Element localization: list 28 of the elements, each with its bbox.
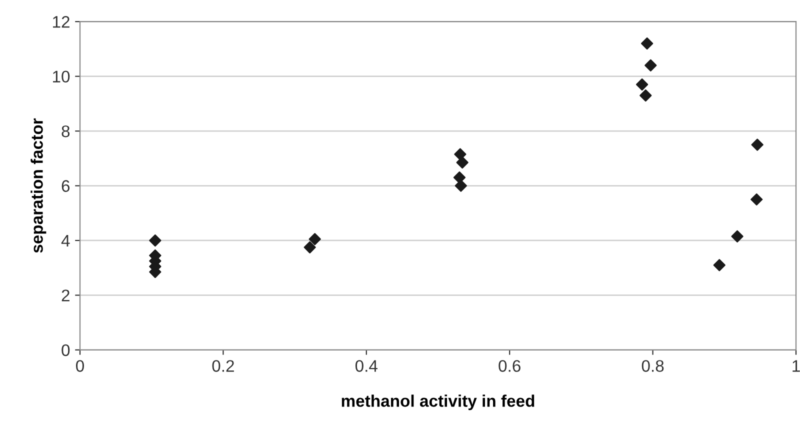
point — [636, 78, 648, 91]
point — [149, 234, 162, 247]
point — [731, 230, 744, 242]
y-tick-label: 6 — [62, 180, 70, 192]
y-tick-label: 8 — [62, 125, 70, 138]
y-tick-label: 10 — [53, 70, 70, 83]
x-tick-label: 0.2 — [212, 360, 234, 372]
x-tick-label: 0 — [76, 360, 84, 372]
y-tick-label: 0 — [62, 344, 70, 356]
point — [713, 259, 726, 272]
y-tick-label: 12 — [53, 16, 70, 28]
point — [304, 241, 316, 254]
x-tick-label: 1 — [792, 360, 800, 372]
point — [456, 156, 468, 169]
y-axis-title: separation factor — [30, 118, 46, 253]
point — [641, 37, 654, 50]
point — [640, 89, 652, 102]
point — [308, 233, 321, 246]
point — [454, 180, 467, 192]
x-tick-label: 0.6 — [498, 360, 520, 372]
point — [750, 193, 763, 206]
point — [751, 138, 764, 151]
y-tick-label: 2 — [62, 290, 70, 302]
y-tick-label: 4 — [61, 235, 70, 247]
point — [644, 59, 657, 72]
x-tick-label: 0.4 — [355, 360, 378, 372]
x-axis-title: methanol activity in feed — [342, 394, 534, 410]
x-tick-label: 0.8 — [642, 360, 664, 372]
